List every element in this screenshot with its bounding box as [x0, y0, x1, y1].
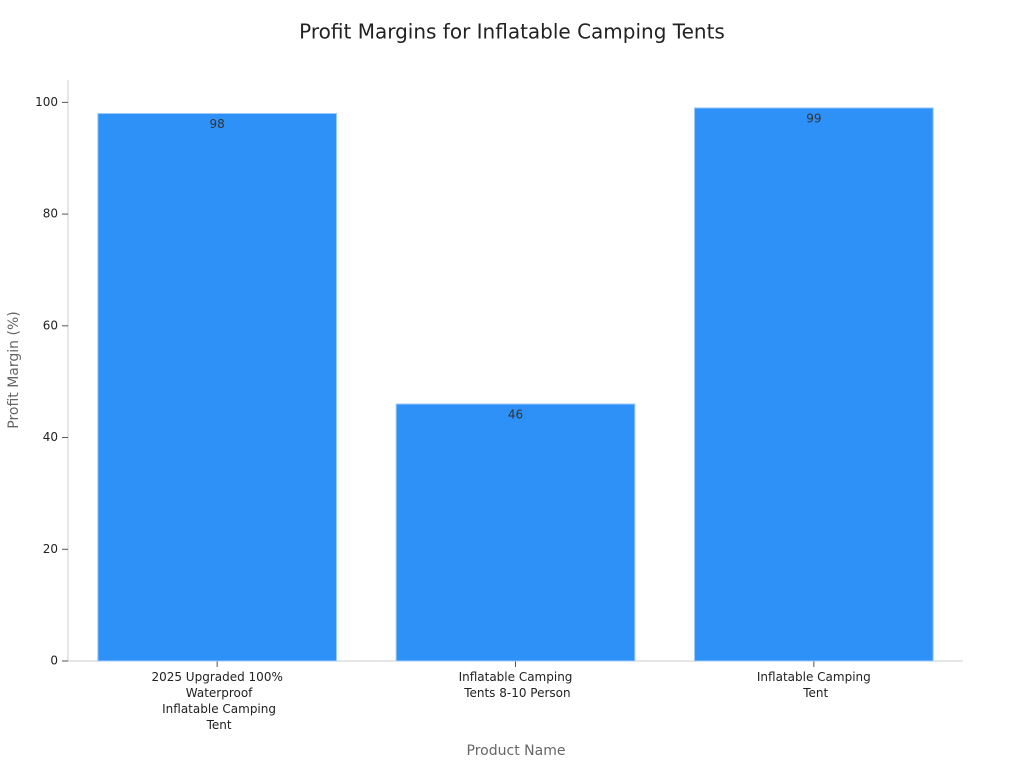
x-tick-label: 2025 Upgraded 100% Waterproof Inflatable… [151, 670, 282, 732]
y-tick-label: 40 [43, 430, 58, 444]
y-tick-label: 100 [35, 95, 58, 109]
bar [395, 403, 636, 662]
value-label: 99 [806, 111, 821, 125]
chart-title: Profit Margins for Inflatable Camping Te… [299, 20, 725, 44]
x-tick-label-line: Tents 8-10 Person [460, 686, 570, 700]
x-tick-label-line: Inflatable Camping [158, 702, 276, 716]
y-tick-label: 20 [43, 542, 58, 556]
y-axis-label: Profit Margin (%) [6, 311, 22, 428]
x-tick-label: Inflatable Camping Tent [757, 670, 871, 700]
y-tick-label: 0 [50, 654, 58, 668]
x-tick-label-line: Waterproof [182, 686, 253, 700]
y-tick-label: 80 [43, 207, 58, 221]
x-tick-label-line: Tent [799, 686, 828, 700]
y-tick-label: 60 [43, 318, 58, 332]
x-tick-label: Inflatable Camping Tents 8-10 Person [459, 670, 573, 700]
x-tick-label-line: 2025 Upgraded 100% [151, 670, 282, 684]
bar [97, 113, 338, 662]
x-tick-label-line: Inflatable Camping [757, 670, 871, 684]
x-tick-label-line: Tent [203, 718, 232, 732]
x-axis-label: Product Name [467, 743, 566, 759]
value-label: 46 [508, 408, 523, 422]
x-tick-label-line: Inflatable Camping [459, 670, 573, 684]
value-label: 98 [210, 117, 225, 131]
bar [694, 107, 934, 662]
